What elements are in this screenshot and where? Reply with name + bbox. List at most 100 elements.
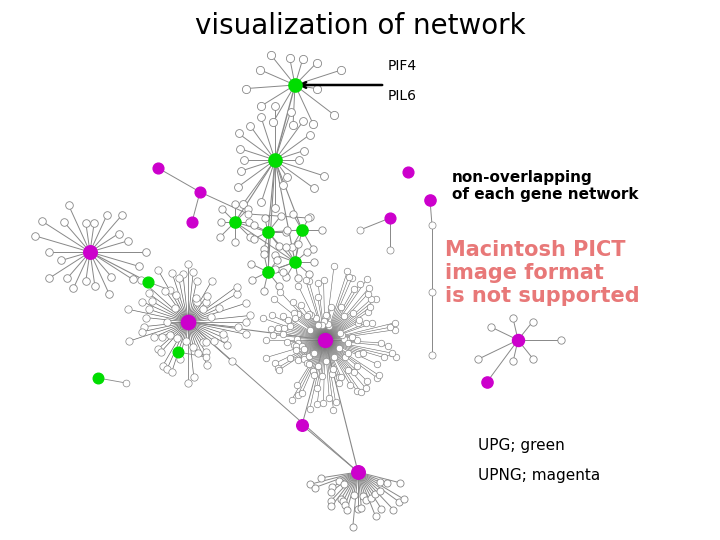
Point xyxy=(298,354,310,363)
Point xyxy=(204,313,216,321)
Point xyxy=(303,309,315,318)
Point xyxy=(342,339,354,348)
Point xyxy=(237,200,248,208)
Point xyxy=(318,316,329,325)
Point xyxy=(37,217,48,226)
Point xyxy=(282,173,293,181)
Point xyxy=(320,310,331,319)
Point xyxy=(259,213,271,222)
Point xyxy=(342,366,354,374)
Point xyxy=(339,501,351,509)
Point xyxy=(289,80,301,89)
Point xyxy=(192,298,203,306)
Point xyxy=(354,226,366,234)
Point xyxy=(258,314,269,322)
Point xyxy=(336,373,347,381)
Point xyxy=(319,336,330,345)
Text: non-overlapping
of each gene network: non-overlapping of each gene network xyxy=(452,170,639,202)
Point xyxy=(202,360,213,369)
Point xyxy=(362,308,374,316)
Point xyxy=(291,334,302,343)
Point xyxy=(346,273,358,282)
Point xyxy=(311,313,323,322)
Point xyxy=(327,365,338,374)
Point xyxy=(182,259,194,268)
Point xyxy=(156,347,167,356)
Point xyxy=(366,295,377,303)
Point xyxy=(307,348,319,357)
Point xyxy=(156,333,168,341)
Point xyxy=(343,273,354,281)
Point xyxy=(269,102,281,111)
Point xyxy=(336,494,347,503)
Point xyxy=(373,371,384,380)
Point xyxy=(122,237,134,245)
Point xyxy=(226,357,238,366)
Point xyxy=(242,210,253,218)
Point xyxy=(272,324,284,333)
Point xyxy=(246,260,257,268)
Point xyxy=(292,281,304,290)
Point xyxy=(282,338,293,346)
Point xyxy=(298,146,310,155)
Point xyxy=(336,303,347,312)
Point xyxy=(371,360,382,368)
Point xyxy=(338,311,349,320)
Point xyxy=(192,349,204,357)
Point xyxy=(333,477,344,485)
Point xyxy=(269,359,281,367)
Point xyxy=(311,59,323,68)
Point xyxy=(281,243,292,252)
Point xyxy=(215,218,226,226)
Point xyxy=(244,122,256,130)
Point xyxy=(304,212,315,221)
Point xyxy=(338,335,350,343)
Point xyxy=(231,282,243,291)
Point xyxy=(277,329,289,338)
Point xyxy=(292,309,304,318)
Point xyxy=(296,226,307,234)
Point xyxy=(402,168,414,177)
Point xyxy=(166,269,178,278)
Point xyxy=(303,276,315,285)
Point xyxy=(159,286,171,295)
Point xyxy=(326,483,338,492)
Point xyxy=(258,287,269,296)
Point xyxy=(80,218,91,227)
Point xyxy=(390,353,402,362)
Point xyxy=(382,478,393,487)
Point xyxy=(80,276,91,285)
Point xyxy=(372,374,383,382)
Point xyxy=(387,505,399,514)
Point xyxy=(327,369,338,378)
Point xyxy=(424,195,436,204)
Point xyxy=(321,312,333,320)
Point xyxy=(347,308,359,317)
Point xyxy=(302,214,314,222)
Point xyxy=(342,349,354,357)
Point xyxy=(274,287,286,296)
Point xyxy=(43,274,55,283)
Point xyxy=(364,284,375,292)
Point xyxy=(113,230,125,238)
Point xyxy=(200,348,212,357)
Point xyxy=(287,121,299,130)
Point xyxy=(356,504,367,512)
Point xyxy=(351,336,362,345)
Point xyxy=(266,325,277,334)
Point xyxy=(233,323,244,332)
Point xyxy=(218,334,230,342)
Point xyxy=(197,305,209,313)
Point xyxy=(352,468,364,476)
Point xyxy=(286,396,297,404)
Text: PIF4: PIF4 xyxy=(388,59,417,73)
Point xyxy=(328,405,339,414)
Point xyxy=(528,355,539,363)
Point xyxy=(384,214,396,222)
Point xyxy=(229,238,240,246)
Point xyxy=(338,497,349,505)
Point xyxy=(182,318,194,326)
Point xyxy=(161,365,173,374)
Point xyxy=(275,212,287,220)
Point xyxy=(325,502,337,510)
